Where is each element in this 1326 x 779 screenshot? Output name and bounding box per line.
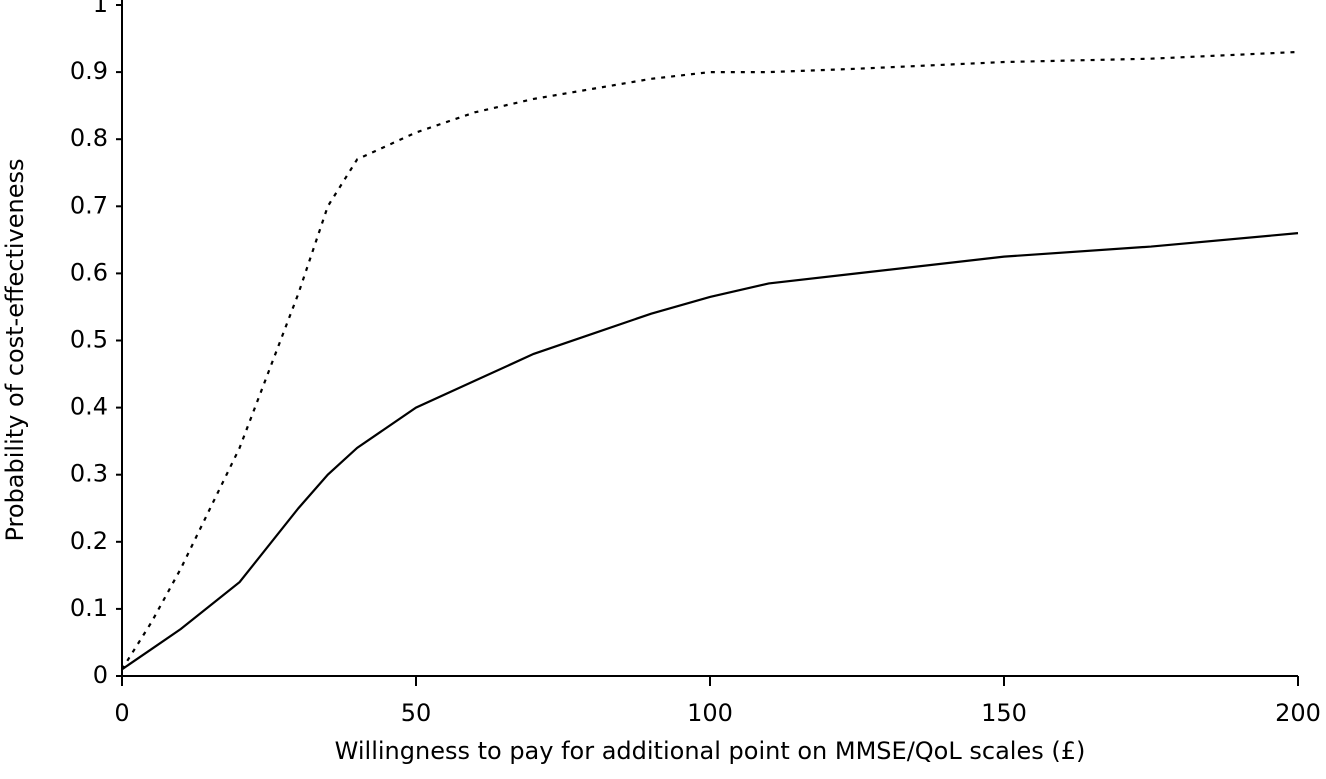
y-tick-label: 0.7: [70, 191, 108, 219]
y-tick-label: 1: [93, 0, 108, 18]
y-tick-label: 0.9: [70, 57, 108, 85]
x-tick-label: 100: [687, 699, 733, 727]
series-line: [121, 232, 1299, 671]
y-tick-label: 0.5: [70, 326, 108, 354]
y-axis-label: Probability of cost-effectiveness: [1, 158, 29, 541]
y-tick-label: 0: [93, 661, 108, 689]
x-tick-label: 0: [114, 699, 129, 727]
x-axis-label: Willingness to pay for additional point …: [335, 737, 1086, 765]
x-tick-label: 150: [981, 699, 1027, 727]
y-tick-label: 0.6: [70, 258, 108, 286]
y-tick-label: 0.2: [70, 527, 108, 555]
y-tick-label: 0.3: [70, 460, 108, 488]
y-tick-label: 0.8: [70, 124, 108, 152]
y-tick-label: 0.1: [70, 594, 108, 622]
x-tick-label: 50: [401, 699, 432, 727]
x-tick-label: 200: [1275, 699, 1321, 727]
y-tick-label: 0.4: [70, 393, 108, 421]
series-line: [121, 50, 1299, 670]
